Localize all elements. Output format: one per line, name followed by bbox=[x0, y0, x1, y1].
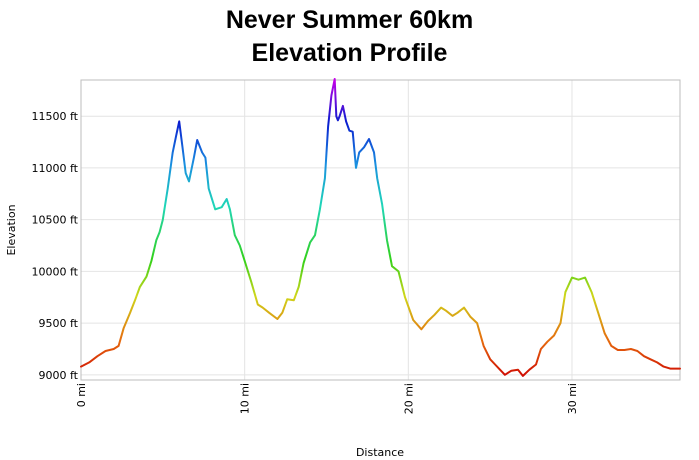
y-axis-title: Elevation bbox=[5, 204, 18, 255]
y-tick-label: 10500 ft bbox=[32, 214, 79, 227]
y-axis: 9000 ft 9500 ft 10000 ft 10500 ft 11000 ft 11… bbox=[32, 110, 79, 382]
plot-area-border bbox=[80, 79, 681, 381]
grid-lines bbox=[80, 80, 680, 380]
x-axis-title: Distance bbox=[356, 446, 404, 459]
y-tick-label: 9000 ft bbox=[39, 369, 79, 382]
y-tick-label: 11000 ft bbox=[32, 162, 79, 175]
chart-title: Never Summer 60km Elevation Profile bbox=[0, 4, 699, 70]
x-tick-label: 0 mi bbox=[75, 383, 88, 407]
elevation-line bbox=[80, 78, 681, 377]
chart-title-line-1: Never Summer 60km bbox=[225, 6, 474, 34]
y-tick-label: 10000 ft bbox=[32, 265, 79, 278]
x-tick-label: 30 mi bbox=[566, 383, 579, 414]
chart-title-line-2: Elevation Profile bbox=[251, 39, 448, 67]
x-tick-label: 10 mi bbox=[239, 383, 252, 414]
y-tick-label: 11500 ft bbox=[32, 110, 79, 123]
x-tick-label: 20 mi bbox=[402, 383, 415, 414]
y-tick-label: 9500 ft bbox=[39, 317, 79, 330]
x-axis: 0 mi 10 mi 20 mi 30 mi bbox=[75, 383, 579, 414]
